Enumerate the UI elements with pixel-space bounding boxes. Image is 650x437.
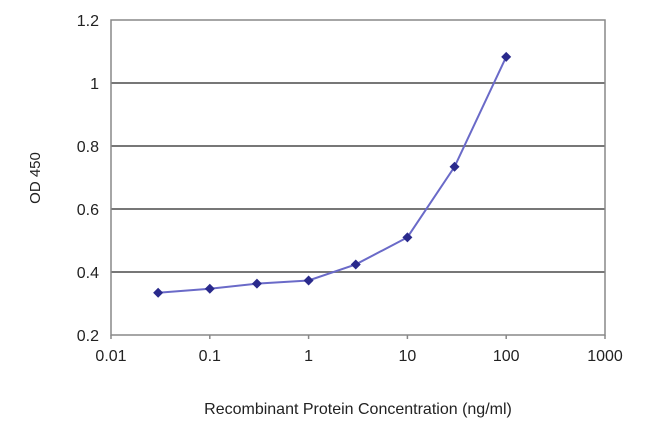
- x-tick-label: 0.1: [199, 348, 221, 365]
- y-axis-ticks: 0.2 0.4 0.6 0.8 1 1.2: [77, 13, 99, 345]
- data-point: [251, 278, 262, 289]
- x-axis-ticks: 0.01 0.1 1 10 100 1000: [95, 335, 623, 365]
- data-point: [501, 51, 512, 62]
- y-tick-label: 0.6: [77, 202, 99, 219]
- gridlines: [111, 82, 605, 273]
- data-point: [204, 283, 215, 294]
- data-point: [153, 287, 164, 298]
- series: [153, 51, 512, 298]
- plot-area: [110, 19, 606, 336]
- y-tick-label: 1.2: [77, 13, 99, 30]
- data-point: [350, 259, 361, 270]
- x-tick-label: 100: [493, 348, 520, 365]
- y-tick-label: 0.4: [77, 265, 99, 282]
- y-tick-label: 1: [90, 76, 99, 93]
- data-point: [449, 161, 460, 172]
- y-tick-label: 0.8: [77, 139, 99, 156]
- x-tick-label: 10: [399, 348, 417, 365]
- series-line: [158, 56, 508, 294]
- x-tick-label: 1: [304, 348, 313, 365]
- x-tick-label: 0.01: [95, 348, 126, 365]
- x-axis-label: Recombinant Protein Concentration (ng/ml…: [204, 401, 512, 418]
- y-axis-label: OD 450: [27, 152, 44, 204]
- x-tick-label: 1000: [587, 348, 623, 365]
- data-point: [303, 275, 314, 286]
- data-point: [402, 232, 413, 243]
- y-tick-label: 0.2: [77, 328, 99, 345]
